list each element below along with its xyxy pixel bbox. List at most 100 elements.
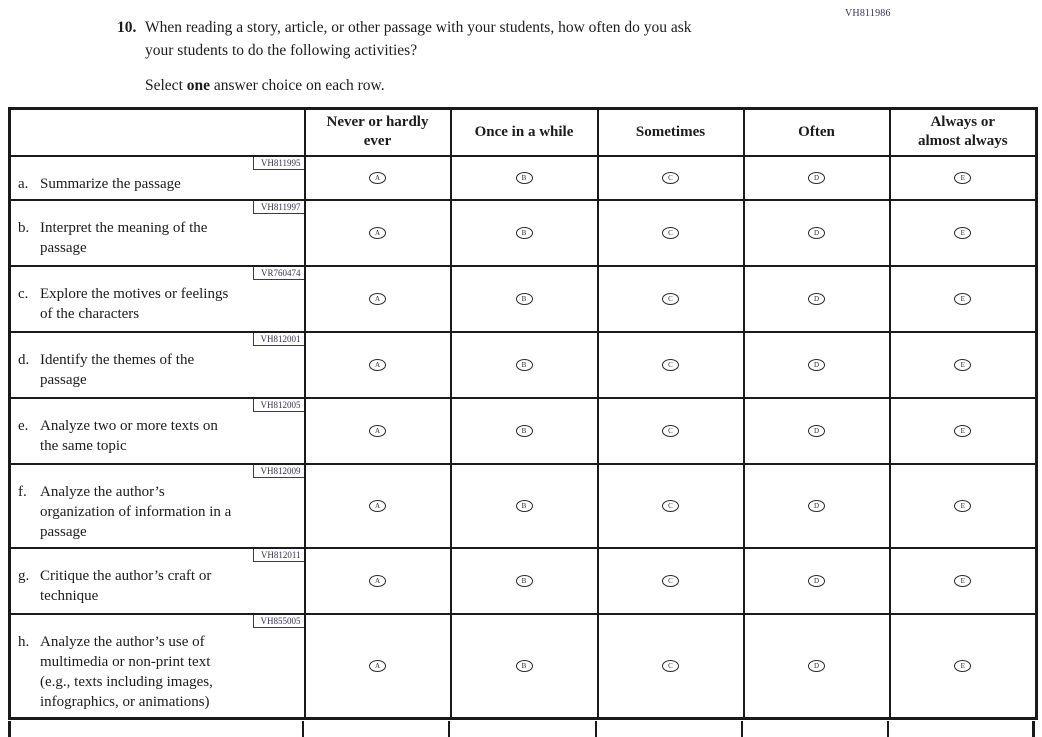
answer-bubble-d[interactable]: D — [808, 499, 825, 512]
choice-cell: A — [303, 612, 452, 719]
choice-cell: A — [303, 396, 452, 465]
answer-bubble-a[interactable]: A — [369, 292, 386, 305]
choice-cell: B — [449, 330, 599, 399]
choice-cell: D — [742, 612, 891, 719]
answer-bubble-e[interactable]: E — [954, 171, 972, 184]
column-header-1: Never or hardly ever — [303, 107, 452, 157]
question-block: 10. When reading a story, article, or ot… — [117, 16, 835, 97]
choice-cell: B — [449, 612, 599, 719]
row-label: c. Explore the motives or feelings of the … — [18, 285, 229, 322]
column-header-3: Sometimes — [596, 107, 745, 157]
choice-cell: D — [742, 330, 891, 399]
answer-bubble-e[interactable]: E — [954, 226, 972, 239]
answer-bubble-c[interactable]: C — [662, 292, 679, 305]
answer-bubble-a[interactable]: A — [369, 171, 386, 184]
answer-bubble-c[interactable]: C — [662, 171, 679, 184]
answer-bubble-c[interactable]: C — [662, 574, 679, 587]
answer-bubble-e[interactable]: E — [954, 659, 972, 672]
choice-cell: E — [888, 462, 1038, 549]
column-header-2: Once in a while — [449, 107, 599, 157]
choice-cell: D — [742, 396, 891, 465]
answer-bubble-b[interactable]: B — [515, 292, 533, 305]
answer-bubble-a[interactable]: A — [369, 499, 386, 512]
answer-bubble-b[interactable]: B — [515, 358, 533, 371]
answer-bubble-c[interactable]: C — [662, 358, 679, 371]
answer-bubble-b[interactable]: B — [515, 226, 533, 239]
table-continuation-stubs — [8, 721, 1035, 737]
answer-bubble-a[interactable]: A — [369, 358, 386, 371]
row-label: h. Analyze the author’s use of multimedia … — [18, 633, 213, 710]
answer-bubble-d[interactable]: D — [808, 424, 825, 437]
choice-cell: D — [742, 462, 891, 549]
choice-cell: E — [888, 330, 1038, 399]
answer-bubble-b[interactable]: B — [515, 659, 533, 672]
choice-cell: D — [742, 198, 891, 267]
answer-bubble-d[interactable]: D — [808, 358, 825, 371]
column-header-5: Always or almost always — [888, 107, 1038, 157]
row-label: f. Analyze the author’s organization of in… — [18, 483, 232, 540]
row-stem: VR760474 c. Explore the motives or feeling… — [8, 264, 306, 333]
answer-bubble-b[interactable]: B — [515, 171, 533, 184]
table-row-f: VH812009 f. Analyze the author’s organizati… — [8, 462, 1038, 549]
choice-cell: C — [596, 198, 745, 267]
response-matrix-table: Never or hardly ever Once in a while Someti… — [8, 107, 1038, 720]
row-label: a. Summarize the passage — [18, 175, 181, 192]
answer-bubble-e[interactable]: E — [954, 574, 972, 587]
row-letter: f. — [18, 483, 27, 500]
instruction-suffix: answer choice on each row. — [210, 77, 385, 94]
answer-bubble-d[interactable]: D — [808, 171, 825, 184]
row-label: b. Interpret the meaning of the passage — [18, 219, 208, 256]
item-code: VH812001 — [252, 332, 304, 346]
answer-bubble-c[interactable]: C — [662, 499, 679, 512]
stem-header-cell — [8, 107, 306, 157]
item-code: VH855005 — [252, 614, 304, 628]
choice-cell: E — [888, 154, 1038, 201]
choice-cell: E — [888, 612, 1038, 719]
answer-bubble-c[interactable]: C — [662, 226, 679, 239]
answer-bubble-d[interactable]: D — [808, 292, 825, 305]
choice-cell: B — [449, 396, 599, 465]
table-row-d: VH812001 d. Identify the themes of the pass… — [8, 330, 1038, 399]
row-stem: VH811997 b. Interpret the meaning of the pa… — [8, 198, 306, 267]
choice-cell: B — [449, 198, 599, 267]
row-stem: VH812005 e. Analyze two or more texts on th… — [8, 396, 306, 465]
row-stem: VH811995 a. Summarize the passage — [8, 154, 306, 201]
answer-bubble-c[interactable]: C — [662, 659, 679, 672]
row-stem: VH855005 h. Analyze the author’s use of mul… — [8, 612, 306, 719]
choice-cell: A — [303, 198, 452, 267]
choice-cell: A — [303, 330, 452, 399]
answer-bubble-e[interactable]: E — [954, 358, 972, 371]
item-code: VH812005 — [252, 398, 304, 412]
answer-bubble-d[interactable]: D — [808, 574, 825, 587]
choice-cell: E — [888, 546, 1038, 615]
choice-cell: C — [596, 612, 745, 719]
row-letter: h. — [18, 633, 30, 650]
answer-bubble-d[interactable]: D — [808, 226, 825, 239]
row-letter: e. — [18, 417, 29, 434]
answer-bubble-e[interactable]: E — [954, 424, 972, 437]
answer-bubble-a[interactable]: A — [369, 424, 386, 437]
row-letter: c. — [18, 285, 29, 302]
choice-cell: D — [742, 154, 891, 201]
answer-bubble-b[interactable]: B — [515, 499, 533, 512]
row-label: d. Identify the themes of the passage — [18, 351, 195, 388]
row-stem: VH812011 g. Critique the author’s craft or… — [8, 546, 306, 615]
answer-bubble-b[interactable]: B — [515, 574, 533, 587]
answer-bubble-e[interactable]: E — [954, 292, 972, 305]
choice-cell: E — [888, 396, 1038, 465]
choice-cell: B — [449, 154, 599, 201]
answer-bubble-c[interactable]: C — [662, 424, 679, 437]
answer-bubble-a[interactable]: A — [369, 659, 386, 672]
question-text-line: your students to do the following activi… — [145, 42, 418, 59]
answer-bubble-a[interactable]: A — [369, 574, 386, 587]
question-text-line: When reading a story, article, or other … — [145, 19, 692, 36]
table-header-row: Never or hardly ever Once in a while Someti… — [8, 107, 1038, 157]
answer-bubble-e[interactable]: E — [954, 499, 972, 512]
answer-bubble-d[interactable]: D — [808, 659, 825, 672]
item-code: VR760474 — [252, 266, 304, 280]
answer-bubble-a[interactable]: A — [369, 226, 386, 239]
answer-bubble-b[interactable]: B — [515, 424, 533, 437]
choice-cell: B — [449, 546, 599, 615]
choice-cell: A — [303, 546, 452, 615]
